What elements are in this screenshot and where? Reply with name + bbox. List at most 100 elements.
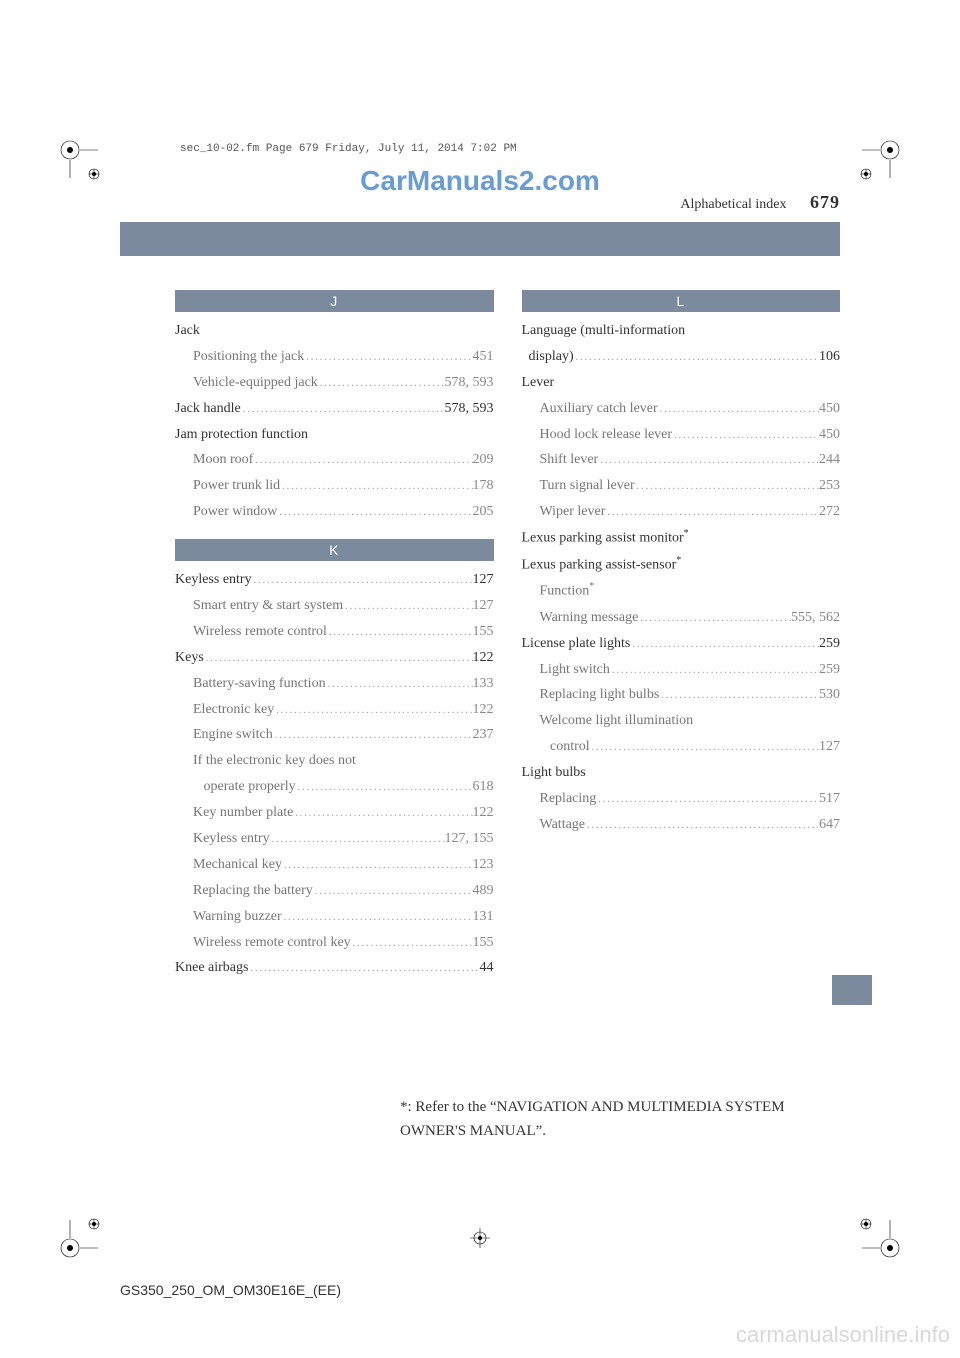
index-entry: Knee airbags44: [175, 955, 494, 981]
entry-label: Replacing the battery: [193, 878, 313, 904]
entry-page: 205: [473, 499, 494, 525]
leader-dots: [253, 452, 472, 471]
right-column: LLanguage (multi-information display)106…: [522, 290, 841, 981]
entry-label: Power window: [193, 499, 277, 525]
entry-label: Jack handle: [175, 396, 241, 422]
crop-mark-icon: [860, 140, 900, 180]
entry-page: 155: [473, 930, 494, 956]
index-entry: Keyless entry127, 155: [175, 826, 494, 852]
leader-dots: [658, 401, 819, 420]
leader-dots: [274, 702, 472, 721]
entry-page: 244: [819, 447, 840, 473]
entry-page: 122: [473, 697, 494, 723]
index-entry: Power window 205: [175, 499, 494, 525]
entry-label: Lexus parking assist-sensor*: [522, 552, 682, 579]
entry-label: Welcome light illumination: [540, 708, 694, 734]
index-entry: Jack handle 578, 593: [175, 396, 494, 422]
entry-label: Mechanical key: [193, 852, 282, 878]
index-entry: Auxiliary catch lever450: [522, 396, 841, 422]
leader-dots: [318, 375, 445, 394]
entry-label: Moon roof: [193, 447, 253, 473]
index-entry: Replacing light bulbs530: [522, 682, 841, 708]
entry-label: Wiper lever: [540, 499, 606, 525]
crop-mark-icon: [60, 1218, 100, 1258]
letter-heading: J: [175, 290, 494, 312]
entry-page: 272: [819, 499, 840, 525]
leader-dots: [241, 401, 445, 420]
entry-label: Positioning the jack: [193, 344, 304, 370]
leader-dots: [313, 883, 473, 902]
leader-dots: [252, 572, 473, 591]
entry-label: Replacing: [540, 786, 597, 812]
leader-dots: [596, 791, 819, 810]
leader-dots: [635, 478, 819, 497]
entry-label: License plate lights: [522, 631, 631, 657]
entry-label: Turn signal lever: [540, 473, 635, 499]
entry-label: Engine switch: [193, 722, 273, 748]
entry-label: Knee airbags: [175, 955, 248, 981]
leader-dots: [293, 805, 472, 824]
index-entry: Smart entry & start system127: [175, 593, 494, 619]
entry-label: Warning buzzer: [193, 904, 282, 930]
index-entry: Lexus parking assist-sensor*: [522, 552, 841, 579]
entry-label: operate properly: [193, 774, 296, 800]
leader-dots: [638, 610, 791, 629]
index-entry: License plate lights259: [522, 631, 841, 657]
entry-label: control: [540, 734, 590, 760]
leader-dots: [248, 960, 479, 979]
leader-dots: [273, 727, 473, 746]
entry-page: 106: [819, 344, 840, 370]
entry-page: 209: [473, 447, 494, 473]
left-column: JJackPositioning the jack451Vehicle-equi…: [175, 290, 494, 981]
index-entry: Keyless entry127: [175, 567, 494, 593]
entry-page: 578, 593: [445, 396, 494, 422]
index-entry: Function*: [522, 578, 841, 605]
index-entry: Keys 122: [175, 645, 494, 671]
entry-page: 530: [819, 682, 840, 708]
leader-dots: [585, 817, 819, 836]
entry-label: Keys: [175, 645, 204, 671]
index-entry: Electronic key 122: [175, 697, 494, 723]
page-number: 679: [810, 192, 840, 212]
entry-label: Jam protection function: [175, 422, 308, 448]
entry-page: 647: [819, 812, 840, 838]
footnote: *: Refer to the “NAVIGATION AND MULTIMED…: [400, 1095, 840, 1143]
entry-label: Electronic key: [193, 697, 274, 723]
index-entry: Vehicle-equipped jack578, 593: [175, 370, 494, 396]
leader-dots: [296, 779, 473, 798]
entry-page: 517: [819, 786, 840, 812]
entry-label: Warning message: [540, 605, 639, 631]
index-entry: Shift lever 244: [522, 447, 841, 473]
entry-page: 122: [473, 800, 494, 826]
index-columns: JJackPositioning the jack451Vehicle-equi…: [175, 290, 840, 981]
watermark-bottom: carmanualsonline.info: [736, 1322, 950, 1348]
leader-dots: [327, 624, 473, 643]
index-entry: Welcome light illumination: [522, 708, 841, 734]
entry-page: 133: [473, 671, 494, 697]
footer-code: GS350_250_OM_OM30E16E_(EE): [120, 1282, 341, 1298]
entry-label: Light switch: [540, 657, 610, 683]
entry-page: 127, 155: [445, 826, 494, 852]
entry-page: 259: [819, 657, 840, 683]
entry-label: Wireless remote control key: [193, 930, 351, 956]
leader-dots: [590, 739, 819, 758]
entry-page: 131: [473, 904, 494, 930]
leader-dots: [351, 935, 473, 954]
index-entry: control127: [522, 734, 841, 760]
entry-label: Auxiliary catch lever: [540, 396, 658, 422]
leader-dots: [574, 349, 819, 368]
entry-page: 618: [473, 774, 494, 800]
index-entry: Replacing the battery 489: [175, 878, 494, 904]
entry-page: 555, 562: [791, 605, 840, 631]
index-entry: Key number plate122: [175, 800, 494, 826]
index-entry: Jack: [175, 318, 494, 344]
index-entry: Light switch 259: [522, 657, 841, 683]
leader-dots: [598, 452, 819, 471]
entry-page: 127: [473, 567, 494, 593]
entry-page: 122: [473, 645, 494, 671]
entry-label: Shift lever: [540, 447, 599, 473]
entry-label: Lever: [522, 370, 555, 396]
entry-page: 489: [473, 878, 494, 904]
index-entry: operate properly 618: [175, 774, 494, 800]
leader-dots: [343, 598, 472, 617]
